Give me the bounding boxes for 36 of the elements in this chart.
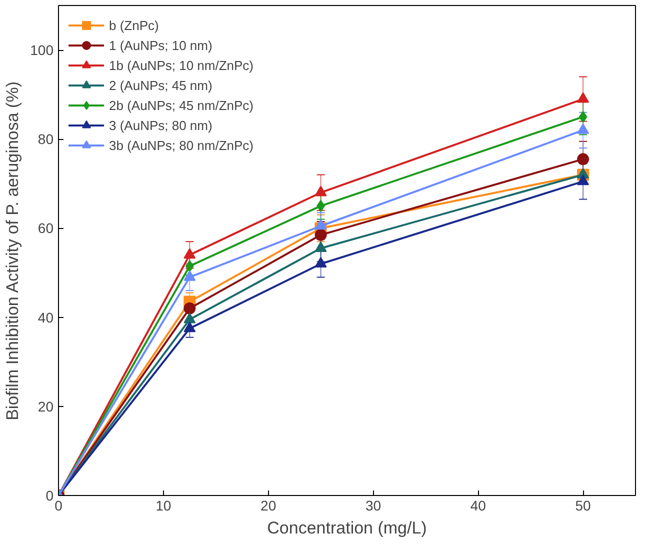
- legend-label: 3b (AuNPs; 80 nm/ZnPc): [109, 138, 254, 152]
- y-tick-label: 80: [38, 131, 54, 148]
- x-tick-label: 40: [470, 498, 486, 514]
- y-tick-label: 60: [38, 220, 54, 236]
- y-axis-title: Biofilm Inhibition Activity of P. aeruginosa (%): [3, 82, 22, 420]
- point: [184, 302, 196, 314]
- point: [184, 322, 196, 332]
- x-tick-label: 20: [260, 498, 276, 514]
- point: [184, 270, 196, 281]
- y-tick-label: 20: [38, 398, 54, 414]
- point: [185, 260, 194, 272]
- point: [577, 92, 590, 103]
- point: [577, 174, 590, 186]
- y-tick-label: 0: [46, 488, 54, 504]
- x-tick-label: 50: [575, 498, 592, 514]
- legend-label: 1 (AuNPs; 10 nm): [109, 38, 212, 52]
- point: [184, 248, 196, 259]
- point: [314, 219, 327, 230]
- y-tick-label: 40: [38, 309, 54, 326]
- x-axis-title: Concentration (mg/L): [267, 518, 427, 538]
- legend-label: b (ZnPc): [109, 18, 159, 32]
- x-tick-label: 30: [365, 498, 382, 514]
- point: [578, 110, 588, 123]
- point: [577, 153, 590, 166]
- point: [314, 186, 327, 196]
- point: [314, 228, 327, 241]
- point: [314, 241, 327, 252]
- legend-label: 1b (AuNPs; 10 nm/ZnPc): [109, 58, 254, 72]
- legend-label: 3 (AuNPs; 80 nm): [109, 118, 212, 132]
- legend-label: 2 (AuNPs; 45 nm): [109, 78, 212, 92]
- x-tick-label: 10: [156, 498, 172, 514]
- point: [577, 123, 590, 134]
- y-tick-label: 100: [30, 42, 54, 58]
- point: [314, 257, 327, 268]
- point: [184, 312, 196, 324]
- legend-label: 2b (AuNPs; 45 nm/ZnPc): [109, 98, 254, 112]
